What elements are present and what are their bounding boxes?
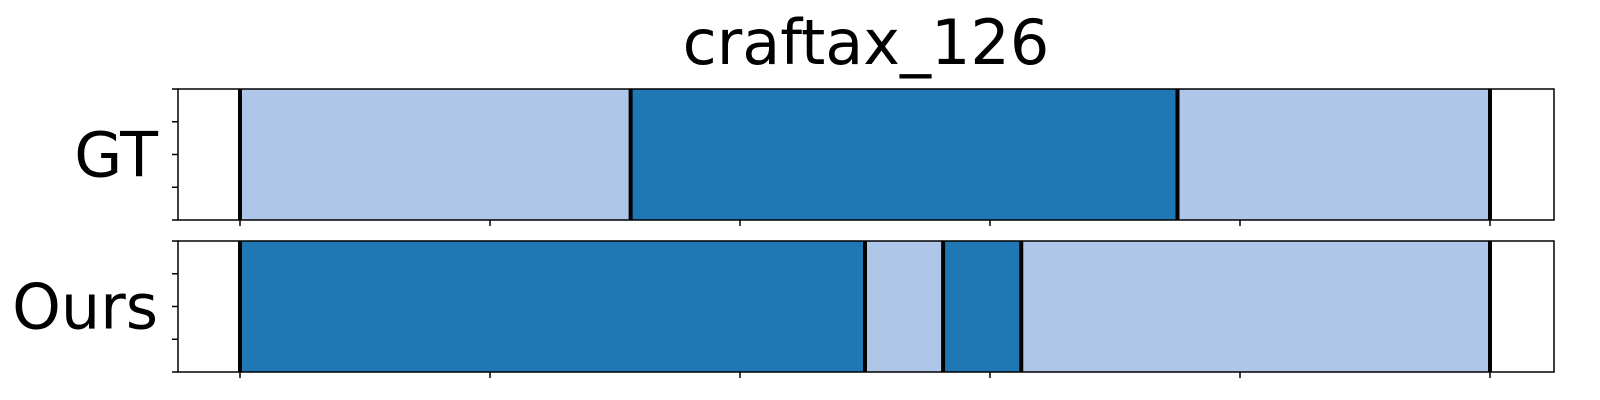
row-gt-segment-0 — [240, 89, 631, 220]
row-ours-label: Ours — [12, 271, 158, 344]
row-gt-segment-1 — [630, 89, 1178, 220]
row-ours-segment-2 — [943, 241, 1022, 372]
chart-title: craftax_126 — [683, 6, 1050, 79]
row-ours-segment-3 — [1021, 241, 1490, 372]
panels: GT Ours — [12, 88, 1555, 378]
row-gt-segment-2 — [1177, 89, 1490, 220]
row-ours-segment-1 — [865, 241, 944, 372]
row-gt-label: GT — [74, 119, 159, 192]
row-ours-segment-0 — [240, 241, 865, 372]
